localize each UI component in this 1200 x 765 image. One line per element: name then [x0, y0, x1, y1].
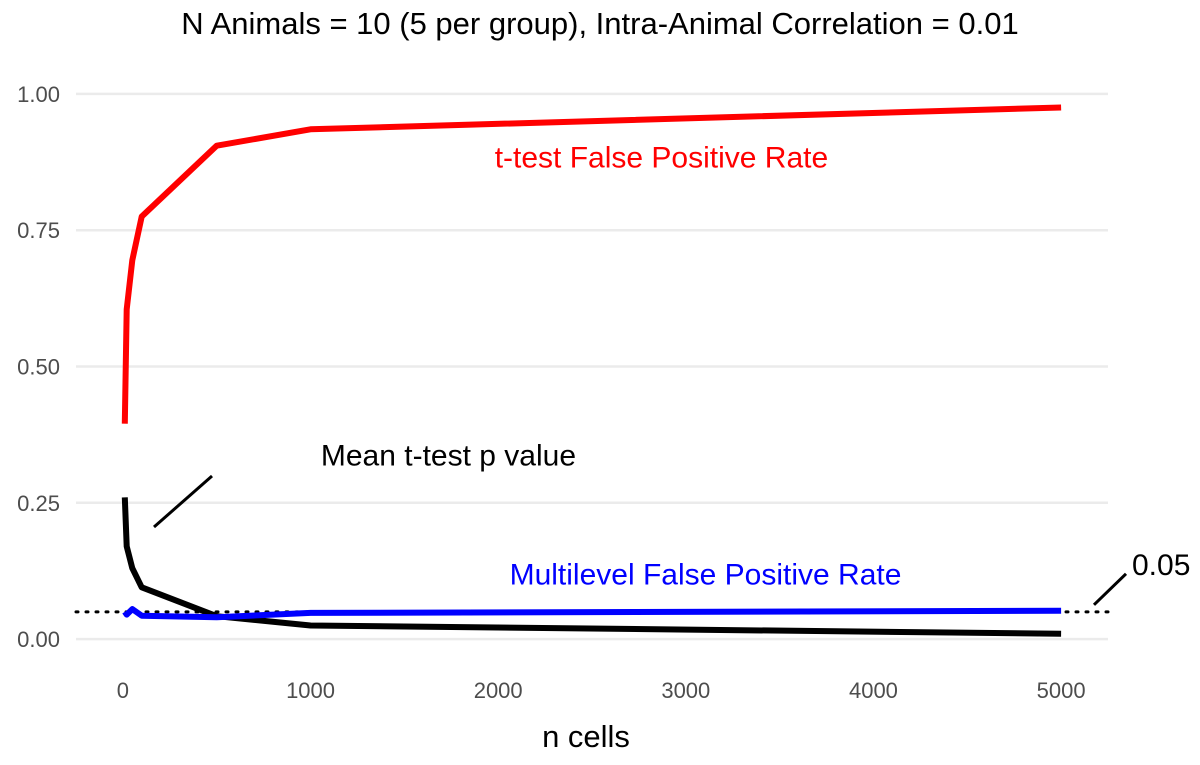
reference-label-leader: [1092, 572, 1128, 606]
reference-line-label: 0.05: [1132, 549, 1190, 582]
grid-layer: [76, 92, 1108, 641]
x-axis-label: n cells: [542, 719, 630, 754]
x-tick-label: 4000: [849, 678, 898, 703]
t-test-false-positive-rate-label: t-test False Positive Rate: [495, 141, 828, 174]
multilevel-false-positive-rate-label: Multilevel False Positive Rate: [510, 559, 902, 592]
chart-title: N Animals = 10 (5 per group), Intra-Anim…: [181, 6, 1018, 41]
mean-t-test-p-value-line: [121, 497, 1062, 637]
x-tick-label: 3000: [661, 678, 710, 703]
p-value-label-leader: [153, 474, 213, 529]
x-tick-label: 1000: [286, 678, 335, 703]
annotation-layer: t-test False Positive Rate Mean t-test p …: [153, 141, 902, 592]
x-tick-labels: 0 1000 2000 3000 4000 5000: [117, 678, 1086, 703]
y-tick-label: 0.00: [17, 627, 60, 652]
mean-t-test-p-value-label: Mean t-test p value: [321, 440, 576, 473]
y-tick-label: 1.00: [17, 82, 60, 107]
series-layer: [121, 104, 1062, 637]
t-test-false-positive-rate-line: [121, 104, 1062, 424]
y-tick-label: 0.50: [17, 355, 60, 380]
y-tick-label: 0.25: [17, 491, 60, 516]
x-tick-label: 2000: [474, 678, 523, 703]
x-tick-label: 0: [117, 678, 129, 703]
multilevel-false-positive-rate-line: [122, 606, 1062, 621]
y-tick-labels: 0.00 0.25 0.50 0.75 1.00: [17, 82, 60, 652]
x-tick-label: 5000: [1037, 678, 1086, 703]
y-tick-label: 0.75: [17, 218, 60, 243]
